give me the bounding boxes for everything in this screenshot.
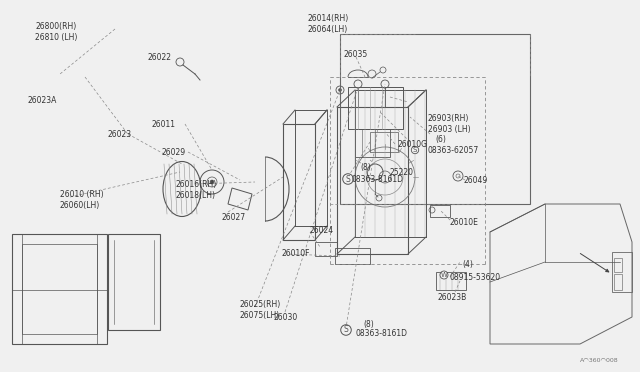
Text: 26011: 26011 bbox=[152, 119, 176, 128]
Bar bbox=[370, 132, 398, 152]
Bar bbox=[614, 258, 622, 272]
Circle shape bbox=[210, 180, 214, 184]
Text: 26024: 26024 bbox=[310, 225, 334, 234]
Bar bbox=[340, 34, 530, 204]
Text: 26800(RH)
26810 (LH): 26800(RH) 26810 (LH) bbox=[35, 22, 77, 42]
Text: 26016(RH)
26018(LH): 26016(RH) 26018(LH) bbox=[176, 180, 217, 200]
Text: 26023: 26023 bbox=[108, 129, 132, 138]
Text: S: S bbox=[413, 147, 417, 153]
Text: 25220: 25220 bbox=[390, 167, 414, 176]
Text: 26027: 26027 bbox=[222, 212, 246, 221]
Text: 08363-8161D: 08363-8161D bbox=[352, 174, 404, 183]
Text: 26010 (RH)
26060(LH): 26010 (RH) 26060(LH) bbox=[60, 190, 104, 210]
Text: 26010G: 26010G bbox=[398, 140, 428, 148]
Text: 08363-8161D: 08363-8161D bbox=[355, 330, 407, 339]
Text: 26029: 26029 bbox=[162, 148, 186, 157]
Text: 26014(RH)
26064(LH): 26014(RH) 26064(LH) bbox=[308, 14, 349, 34]
Text: 26049: 26049 bbox=[463, 176, 487, 185]
Bar bbox=[108, 234, 160, 330]
Text: 26025(RH)
26075(LH): 26025(RH) 26075(LH) bbox=[240, 300, 281, 320]
Bar bbox=[614, 274, 622, 290]
Bar bbox=[315, 242, 337, 256]
Text: 08915-53620: 08915-53620 bbox=[450, 273, 501, 282]
Text: (8): (8) bbox=[363, 320, 374, 328]
Text: (6): (6) bbox=[435, 135, 446, 144]
Text: 26030: 26030 bbox=[274, 312, 298, 321]
Bar bbox=[612, 252, 632, 292]
Bar bbox=[430, 205, 450, 217]
Text: 26010E: 26010E bbox=[450, 218, 479, 227]
Bar bbox=[22, 244, 97, 334]
Text: 26903(RH)
26903 (LH): 26903(RH) 26903 (LH) bbox=[428, 114, 470, 134]
Text: S: S bbox=[346, 174, 350, 183]
Bar bbox=[335, 248, 370, 264]
Text: 26023B: 26023B bbox=[438, 292, 467, 301]
Text: W: W bbox=[440, 272, 447, 278]
Text: 08363-62057: 08363-62057 bbox=[428, 145, 479, 154]
Bar bbox=[436, 272, 466, 290]
Bar bbox=[348, 87, 403, 129]
Bar bbox=[355, 129, 390, 157]
Bar bbox=[12, 234, 107, 344]
Text: 26023A: 26023A bbox=[28, 96, 58, 105]
Text: S: S bbox=[344, 326, 348, 334]
Text: (4): (4) bbox=[462, 260, 473, 269]
Text: A◠360◠008: A◠360◠008 bbox=[580, 357, 619, 362]
Text: 26010F: 26010F bbox=[282, 250, 310, 259]
Text: 26022: 26022 bbox=[148, 52, 172, 61]
Circle shape bbox=[339, 89, 342, 92]
Text: (8): (8) bbox=[360, 163, 371, 171]
Text: 26035: 26035 bbox=[343, 49, 367, 58]
